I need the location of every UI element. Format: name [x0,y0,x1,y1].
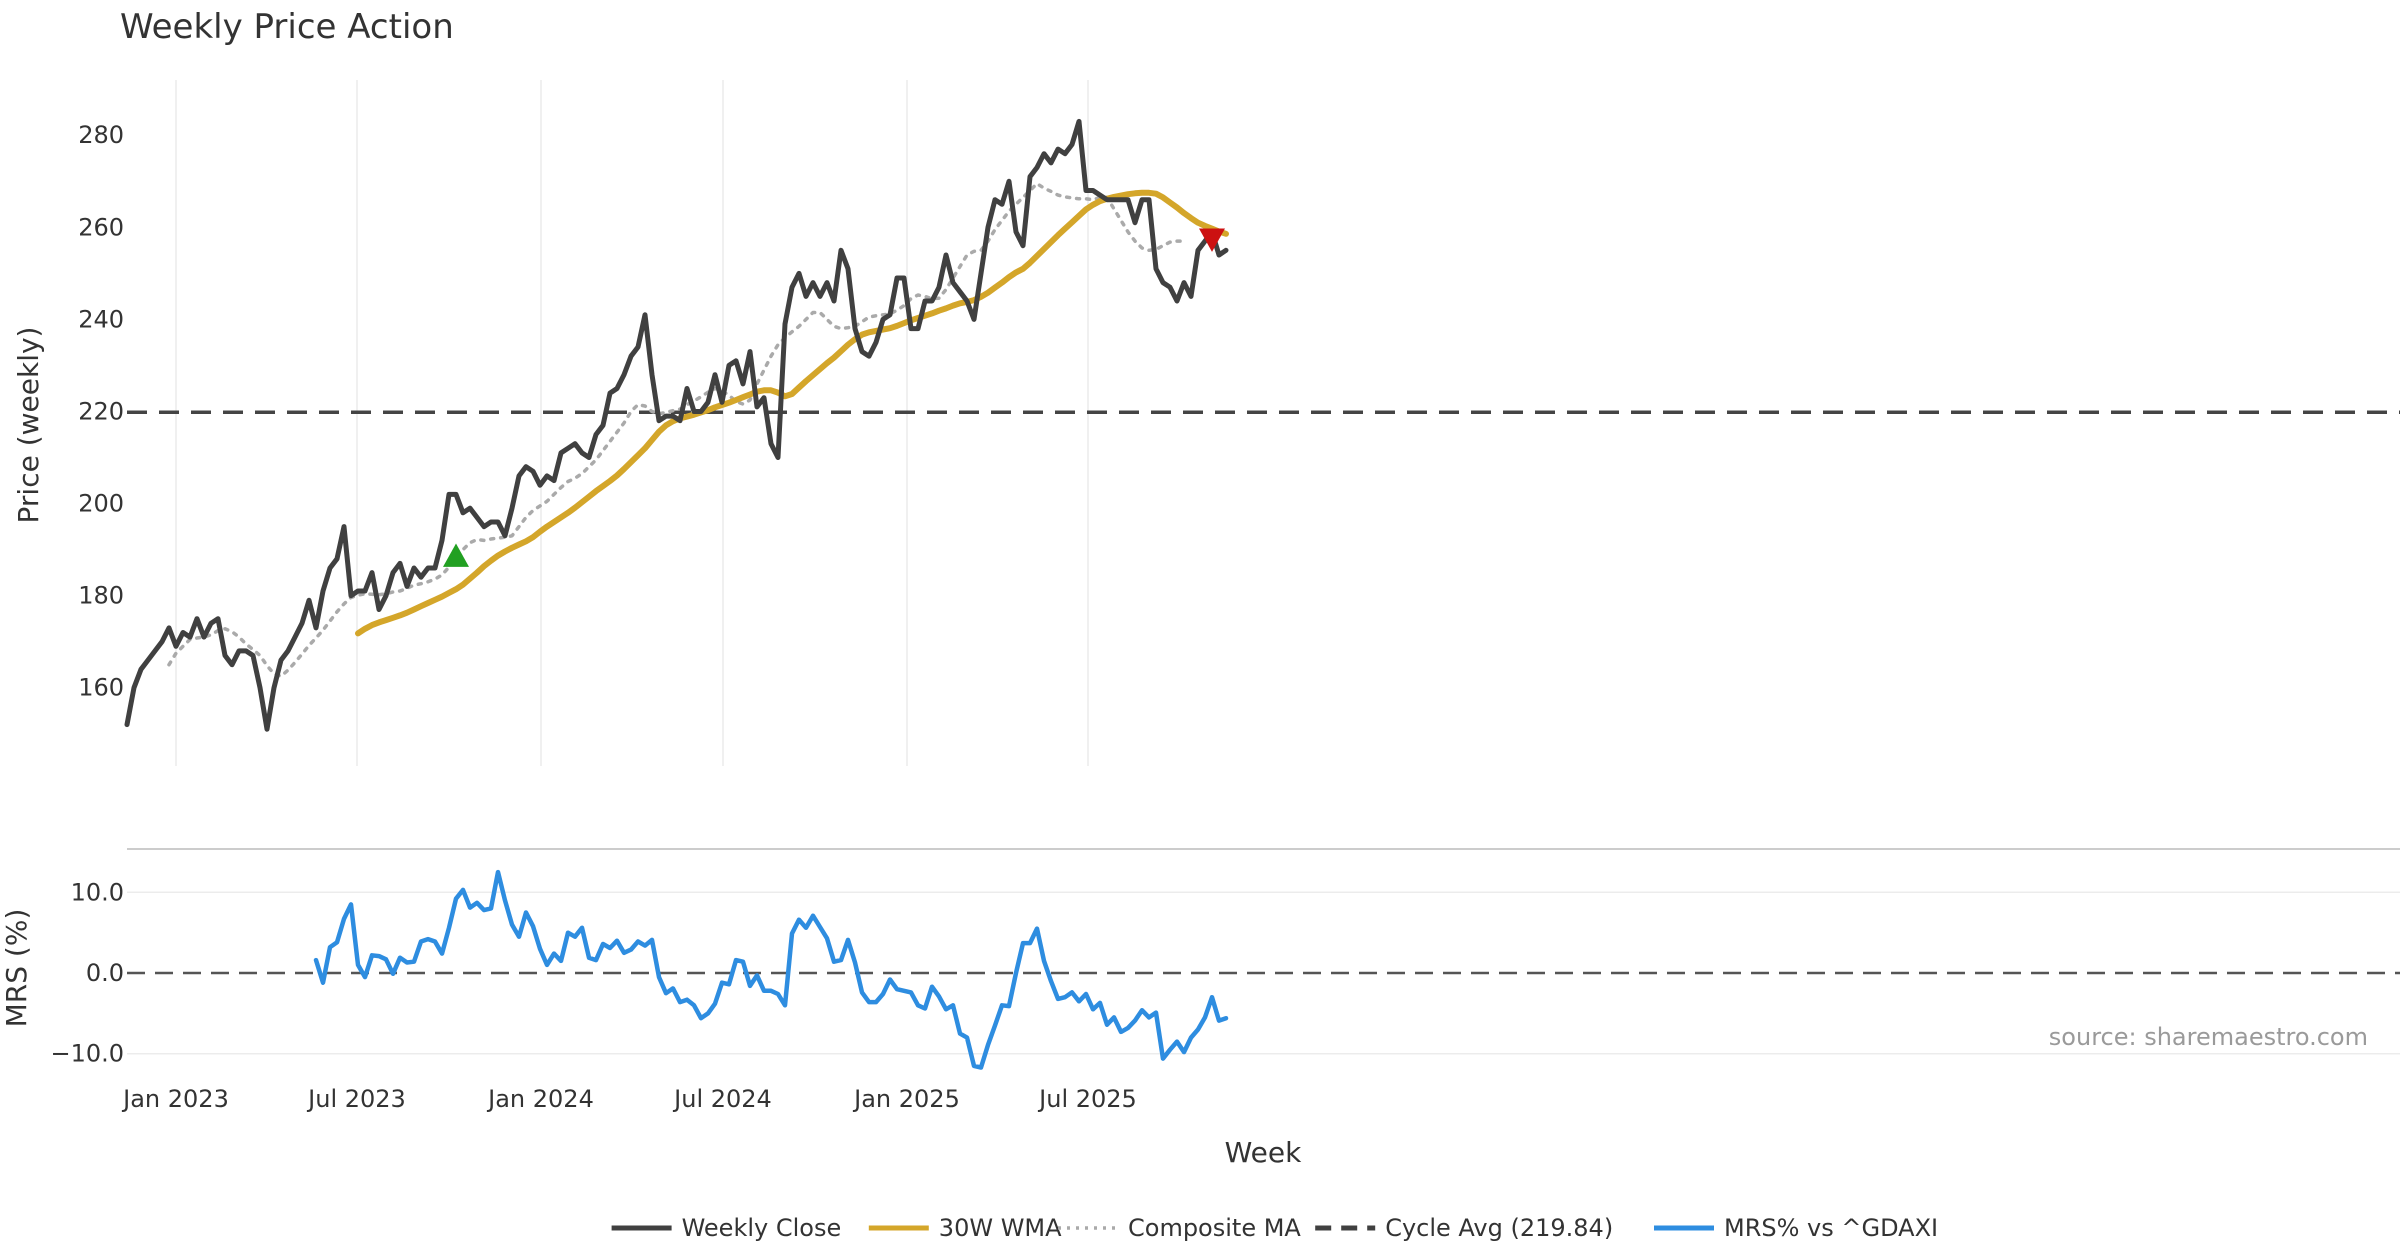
price-y-tick-label: 220 [78,397,124,425]
buy-signal-marker [443,543,469,567]
mrs-y-tick-label: 10.0 [71,878,124,906]
legend-label: 30W WMA [939,1214,1062,1242]
source-annotation: source: sharemaestro.com [2049,1023,2368,1051]
x-tick-label: Jul 2025 [1037,1085,1137,1113]
x-tick-label: Jul 2024 [672,1085,772,1113]
mrs-y-tick-label: 0.0 [86,959,124,987]
mrs-line [313,869,1229,1070]
mrs-y-axis-label: MRS (%) [0,909,33,1028]
price-y-tick-label: 160 [78,674,124,702]
legend-label: Weekly Close [682,1214,842,1242]
composite-ma-line [167,181,1186,678]
price-y-tick-label: 260 [78,213,124,241]
sell-signal-marker [1199,228,1225,252]
price-y-tick-label: 180 [78,582,124,610]
price-y-axis-label: Price (weekly) [12,327,45,524]
legend-label: Cycle Avg (219.84) [1385,1214,1613,1242]
tick-layer: Jan 2023 Jul 2023 Jan 2024 Jul 2024 Jan 2025… [50,121,1136,1113]
x-tick-label: Jan 2025 [852,1085,960,1113]
legend: Weekly Close 30W WMA Composite MA Cycle Avg… [611,1214,1938,1242]
x-axis-label: Week [1225,1136,1302,1169]
legend-label: MRS% vs ^GDAXI [1724,1214,1938,1242]
x-tick-label: Jan 2024 [486,1085,594,1113]
wma-30w-line [355,189,1229,637]
price-y-tick-label: 280 [78,121,124,149]
mrs-y-tick-label: −10.0 [50,1040,124,1068]
price-y-tick-label: 200 [78,490,124,518]
x-tick-label: Jan 2023 [121,1085,229,1113]
weekly-close-line [124,118,1229,732]
legend-label: Composite MA [1128,1214,1301,1242]
series-layer [124,118,2400,1070]
price-y-tick-label: 240 [78,305,124,333]
chart-title: Weekly Price Action [120,7,454,47]
x-tick-label: Jul 2023 [306,1085,406,1113]
grid-layer [127,80,2400,1055]
